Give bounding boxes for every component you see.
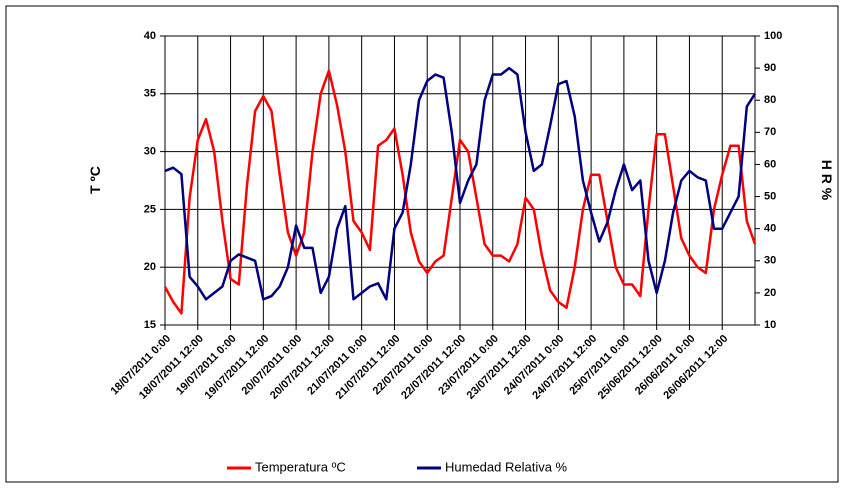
- y2-tick-label: 20: [764, 287, 776, 299]
- y2-tick-label: 30: [764, 255, 776, 267]
- y2-axis-label: H R %: [819, 160, 835, 201]
- series-line: [163, 69, 757, 315]
- y2-tick-label: 100: [764, 30, 782, 42]
- y2-tick-label: 60: [764, 158, 776, 170]
- y2-tick-label: 40: [764, 223, 776, 235]
- y-tick-label: 35: [144, 88, 156, 100]
- y-tick-label: 20: [144, 261, 156, 273]
- y2-tick-label: 10: [764, 319, 776, 331]
- y2-tick-label: 70: [764, 126, 776, 138]
- y2-tick-label: 90: [764, 62, 776, 74]
- y2-tick-label: 80: [764, 94, 776, 106]
- y-axis-label: T ºC: [87, 166, 103, 194]
- y-tick-label: 40: [144, 30, 156, 42]
- legend-label: Temperatura ºC: [255, 459, 346, 474]
- y-tick-label: 15: [144, 319, 156, 331]
- series-line: [164, 66, 757, 301]
- plot-border: [164, 35, 756, 326]
- y-tick-label: 30: [144, 146, 156, 158]
- legend-label: Humedad Relativa %: [445, 459, 568, 474]
- y-tick-label: 25: [144, 203, 156, 215]
- y2-tick-label: 50: [764, 190, 776, 202]
